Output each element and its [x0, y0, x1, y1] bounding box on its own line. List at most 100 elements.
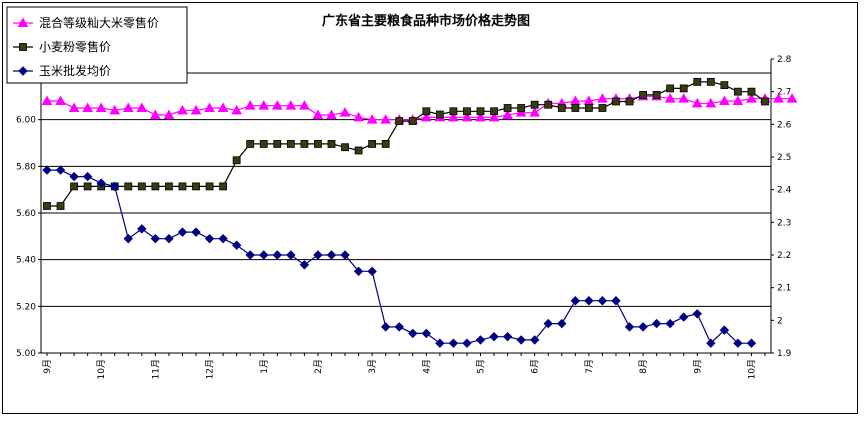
data-point — [150, 233, 161, 244]
data-point — [652, 91, 661, 99]
data-point — [70, 182, 78, 191]
x-month-label: 7月 — [584, 359, 595, 374]
right-tick-label: 2.1 — [777, 284, 791, 294]
data-point — [177, 104, 188, 115]
data-point — [42, 165, 52, 175]
data-point — [259, 250, 269, 260]
data-point — [18, 66, 28, 76]
data-point — [381, 140, 390, 148]
data-point — [204, 102, 215, 112]
data-point — [19, 43, 27, 51]
data-point — [68, 102, 80, 112]
data-point — [422, 107, 431, 116]
data-point — [314, 140, 322, 148]
data-point — [571, 104, 580, 112]
right-tick-label: 2.6 — [777, 120, 792, 130]
data-point — [448, 111, 459, 122]
data-point — [231, 104, 243, 115]
data-point — [612, 97, 620, 106]
data-point — [489, 331, 499, 342]
data-point — [490, 107, 498, 116]
data-point — [354, 146, 363, 155]
x-month-label: 8月 — [638, 359, 649, 374]
right-tick-label: 2.8 — [777, 55, 792, 65]
data-point — [353, 266, 364, 277]
data-point — [515, 107, 527, 117]
data-point — [299, 260, 310, 270]
right-tick-label: 1.9 — [777, 349, 792, 359]
series-layer — [41, 77, 798, 348]
chart-title: 广东省主要粮食品种市场价格走势图 — [322, 13, 530, 29]
data-point — [408, 328, 418, 339]
left-tick-label: 5.20 — [16, 302, 36, 312]
data-point — [110, 181, 120, 192]
data-point — [488, 111, 500, 122]
data-point — [435, 338, 445, 348]
data-point — [666, 84, 675, 93]
data-point — [190, 104, 202, 115]
data-point — [178, 182, 187, 191]
data-point — [691, 97, 703, 108]
data-point — [368, 140, 377, 148]
data-point — [421, 328, 432, 339]
data-point — [732, 95, 744, 105]
data-point — [273, 140, 282, 148]
data-point — [719, 95, 730, 105]
data-point — [597, 93, 608, 103]
data-point — [286, 140, 295, 148]
data-point — [665, 318, 675, 329]
data-point — [557, 104, 566, 112]
data-point — [502, 109, 513, 119]
left-tick-label: 5.40 — [16, 256, 36, 266]
x-month-label: 1月 — [259, 359, 270, 374]
data-point — [82, 102, 93, 112]
data-point — [231, 240, 242, 250]
data-point — [300, 140, 309, 148]
data-point — [82, 171, 93, 182]
data-point — [55, 95, 66, 105]
data-point — [773, 93, 784, 103]
data-point — [259, 140, 268, 148]
x-month-label: 11月 — [150, 359, 161, 379]
data-point — [340, 250, 350, 260]
data-point — [69, 171, 79, 182]
right-tick-label: 2.7 — [777, 88, 791, 98]
data-point — [544, 100, 553, 109]
data-point — [245, 250, 255, 260]
data-point — [611, 296, 621, 306]
legend-entry: 混合等级籼大米零售价 — [13, 15, 159, 30]
data-point — [96, 178, 106, 188]
data-point — [475, 111, 486, 122]
data-point — [137, 224, 147, 234]
data-point — [706, 338, 716, 348]
right-tick-label: 2.3 — [777, 218, 791, 228]
data-point — [150, 109, 161, 119]
data-point — [503, 104, 512, 112]
data-point — [449, 107, 458, 116]
plot-background — [41, 59, 771, 353]
data-point — [205, 182, 214, 191]
data-point — [17, 17, 29, 27]
data-point — [218, 233, 228, 244]
data-point — [41, 95, 53, 105]
data-point — [164, 233, 174, 244]
x-month-label: 4月 — [421, 359, 432, 374]
data-point — [530, 100, 539, 109]
data-point — [312, 109, 324, 119]
x-month-label: 5月 — [476, 359, 487, 374]
data-point — [435, 110, 444, 119]
data-point — [598, 104, 607, 112]
data-point — [693, 77, 702, 86]
data-point — [706, 77, 715, 86]
data-point — [380, 322, 391, 332]
data-point — [313, 250, 323, 260]
data-point — [246, 140, 255, 148]
data-point — [353, 111, 364, 122]
data-point — [191, 227, 201, 237]
data-point — [529, 107, 541, 117]
data-point — [557, 318, 567, 329]
data-point — [679, 312, 689, 322]
left-tick-label: 5.00 — [16, 349, 36, 359]
x-month-label: 6月 — [530, 359, 541, 374]
data-point — [95, 102, 107, 112]
